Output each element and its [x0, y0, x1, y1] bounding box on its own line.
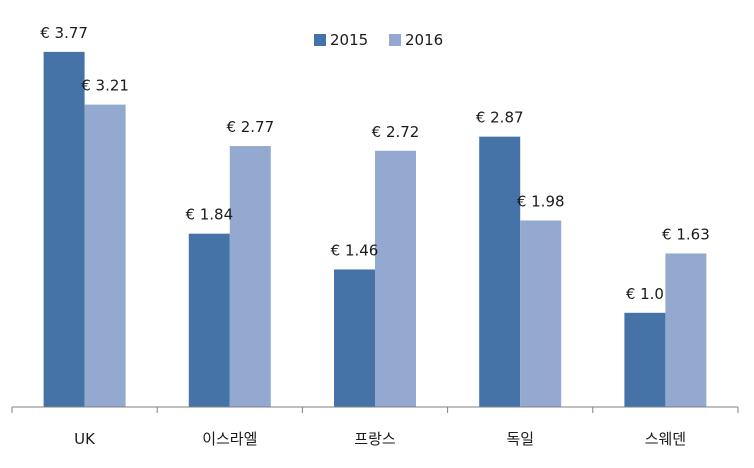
- category-labels-layer: UK 이스라엘 프랑스 독일 스웨덴: [74, 430, 686, 448]
- category-label-4: 스웨덴: [645, 430, 686, 448]
- bar-2016-0: [84, 104, 126, 408]
- legend: 2015 2016: [314, 31, 443, 49]
- bar-2016-3: [520, 220, 562, 407]
- bar-2015-4: [624, 312, 666, 407]
- data-label-2015-3: € 2.87: [476, 109, 524, 127]
- bar-2015-0: [43, 51, 85, 408]
- data-label-2016-4: € 1.63: [662, 225, 710, 243]
- data-label-2016-0: € 3.21: [81, 77, 129, 95]
- category-label-2: 프랑스: [354, 430, 396, 448]
- data-label-2015-4: € 1.0: [626, 285, 664, 303]
- data-label-2016-2: € 2.72: [372, 123, 420, 141]
- bar-2015-1: [188, 233, 230, 407]
- data-label-2015-1: € 1.84: [185, 206, 233, 224]
- legend-swatch-2016: [389, 34, 401, 46]
- x-axis: [11, 406, 739, 413]
- data-label-2016-3: € 1.98: [517, 192, 565, 210]
- legend-label-2016: 2016: [405, 31, 443, 49]
- data-label-2015-0: € 3.77: [40, 24, 88, 42]
- value-labels-layer: € 3.77 € 3.21 € 1.84 € 2.77 € 1.46 € 2.72 € 2.…: [40, 24, 710, 303]
- bar-2015-2: [334, 269, 375, 407]
- category-label-0: UK: [74, 430, 96, 448]
- legend-swatch-2015: [314, 34, 326, 46]
- bar-2016-4: [665, 253, 707, 407]
- bar-2016-1: [229, 146, 271, 408]
- legend-label-2015: 2015: [330, 31, 368, 49]
- data-label-2015-2: € 1.46: [331, 241, 379, 259]
- bar-2016-2: [375, 150, 416, 407]
- data-label-2016-1: € 2.77: [226, 118, 274, 136]
- bar-2015-3: [479, 136, 521, 407]
- category-label-3: 독일: [506, 430, 534, 448]
- category-label-1: 이스라엘: [202, 430, 257, 448]
- bars-layer: [43, 51, 707, 408]
